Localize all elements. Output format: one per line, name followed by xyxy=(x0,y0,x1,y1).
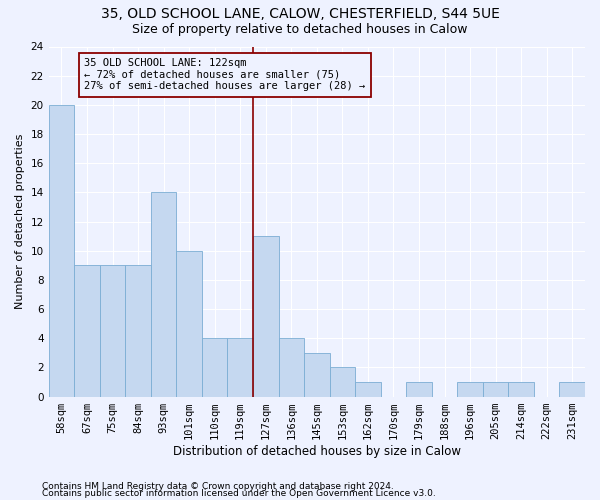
Y-axis label: Number of detached properties: Number of detached properties xyxy=(15,134,25,309)
Bar xyxy=(74,266,100,396)
Bar xyxy=(176,250,202,396)
Bar xyxy=(100,266,125,396)
Bar xyxy=(227,338,253,396)
Bar xyxy=(49,105,74,397)
Text: Size of property relative to detached houses in Calow: Size of property relative to detached ho… xyxy=(132,22,468,36)
Bar xyxy=(151,192,176,396)
Bar xyxy=(559,382,585,396)
Bar xyxy=(329,368,355,396)
Bar xyxy=(253,236,278,396)
Text: Contains public sector information licensed under the Open Government Licence v3: Contains public sector information licen… xyxy=(42,490,436,498)
Bar xyxy=(278,338,304,396)
Bar xyxy=(202,338,227,396)
Bar xyxy=(406,382,432,396)
Bar xyxy=(457,382,483,396)
Text: 35, OLD SCHOOL LANE, CALOW, CHESTERFIELD, S44 5UE: 35, OLD SCHOOL LANE, CALOW, CHESTERFIELD… xyxy=(101,8,499,22)
Text: Contains HM Land Registry data © Crown copyright and database right 2024.: Contains HM Land Registry data © Crown c… xyxy=(42,482,394,491)
Text: 35 OLD SCHOOL LANE: 122sqm
← 72% of detached houses are smaller (75)
27% of semi: 35 OLD SCHOOL LANE: 122sqm ← 72% of deta… xyxy=(85,58,365,92)
Bar xyxy=(355,382,380,396)
Bar xyxy=(508,382,534,396)
Bar xyxy=(483,382,508,396)
X-axis label: Distribution of detached houses by size in Calow: Distribution of detached houses by size … xyxy=(173,444,461,458)
Bar xyxy=(125,266,151,396)
Bar xyxy=(304,353,329,397)
